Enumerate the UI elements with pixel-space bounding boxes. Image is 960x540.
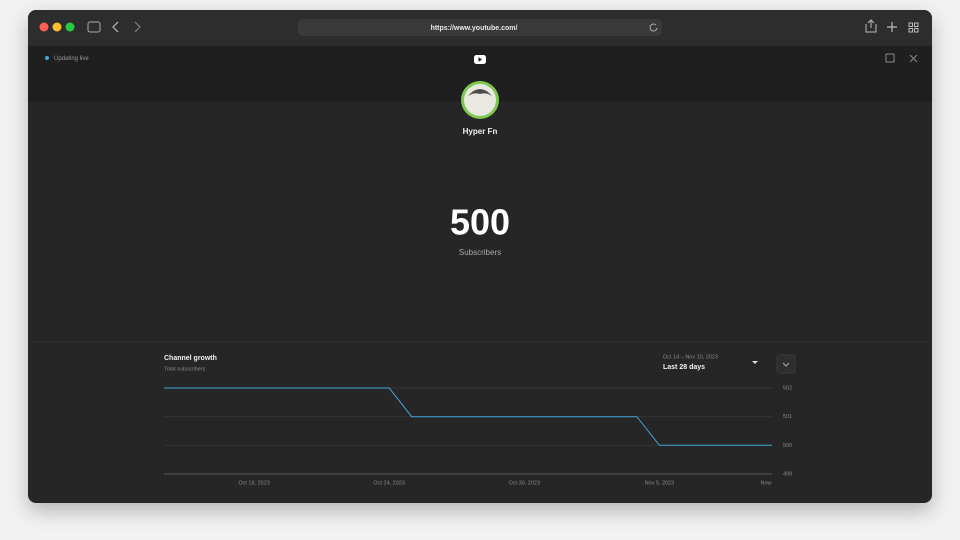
zoom-button[interactable] [65,22,75,32]
x-tick-label: Oct 24, 2023 [373,480,405,486]
period-dropdown[interactable] [752,361,758,364]
chart-subtitle: Total subscribers [164,366,206,372]
y-tick-label: 500 [783,443,792,449]
tabs-button[interactable] [908,22,919,33]
x-tick-label: Oct 30, 2023 [509,480,541,486]
share-button[interactable] [865,19,877,33]
channel-name: Hyper Fn [463,127,498,136]
chart: 502 501 500 499 Oct 18, 2023 Oct 24, 2023 Oct … [164,385,792,486]
avatar-hair [468,89,492,96]
address-bar[interactable] [298,19,662,36]
close-button[interactable] [39,22,49,32]
y-tick-label: 502 [783,385,792,391]
y-tick-label: 499 [783,471,792,477]
youtube-play [478,57,483,62]
new-tab-button[interactable] [887,22,897,32]
x-tick-label: Oct 18, 2023 [238,480,270,486]
back-button[interactable] [112,21,119,33]
avatar-face [464,84,496,116]
status: Updating live [54,56,89,62]
live-dot [45,56,49,60]
minimize-button[interactable] [52,22,62,32]
close-panel[interactable] [909,54,918,63]
line [164,387,772,446]
x-tick-label: Now [760,480,771,486]
url: https://www.youtube.com/ [431,25,518,32]
forward-button[interactable] [134,21,141,33]
date-range: Oct 14 – Nov 10, 2023 [663,354,718,360]
y-tick-label: 501 [783,414,792,420]
x-tick-label: Nov 5, 2023 [645,480,675,486]
window [28,10,932,503]
period[interactable]: Last 28 days [663,364,705,371]
reload-button[interactable] [649,23,658,32]
options-button[interactable] [776,354,796,374]
chart-title: Channel growth [164,355,217,362]
subscriber-label: Subscribers [459,248,501,257]
subscriber-count: 500 [450,202,510,243]
options-chevron [782,362,790,367]
feedback-button[interactable] [885,53,895,63]
sidebar-button[interactable] [87,21,101,33]
